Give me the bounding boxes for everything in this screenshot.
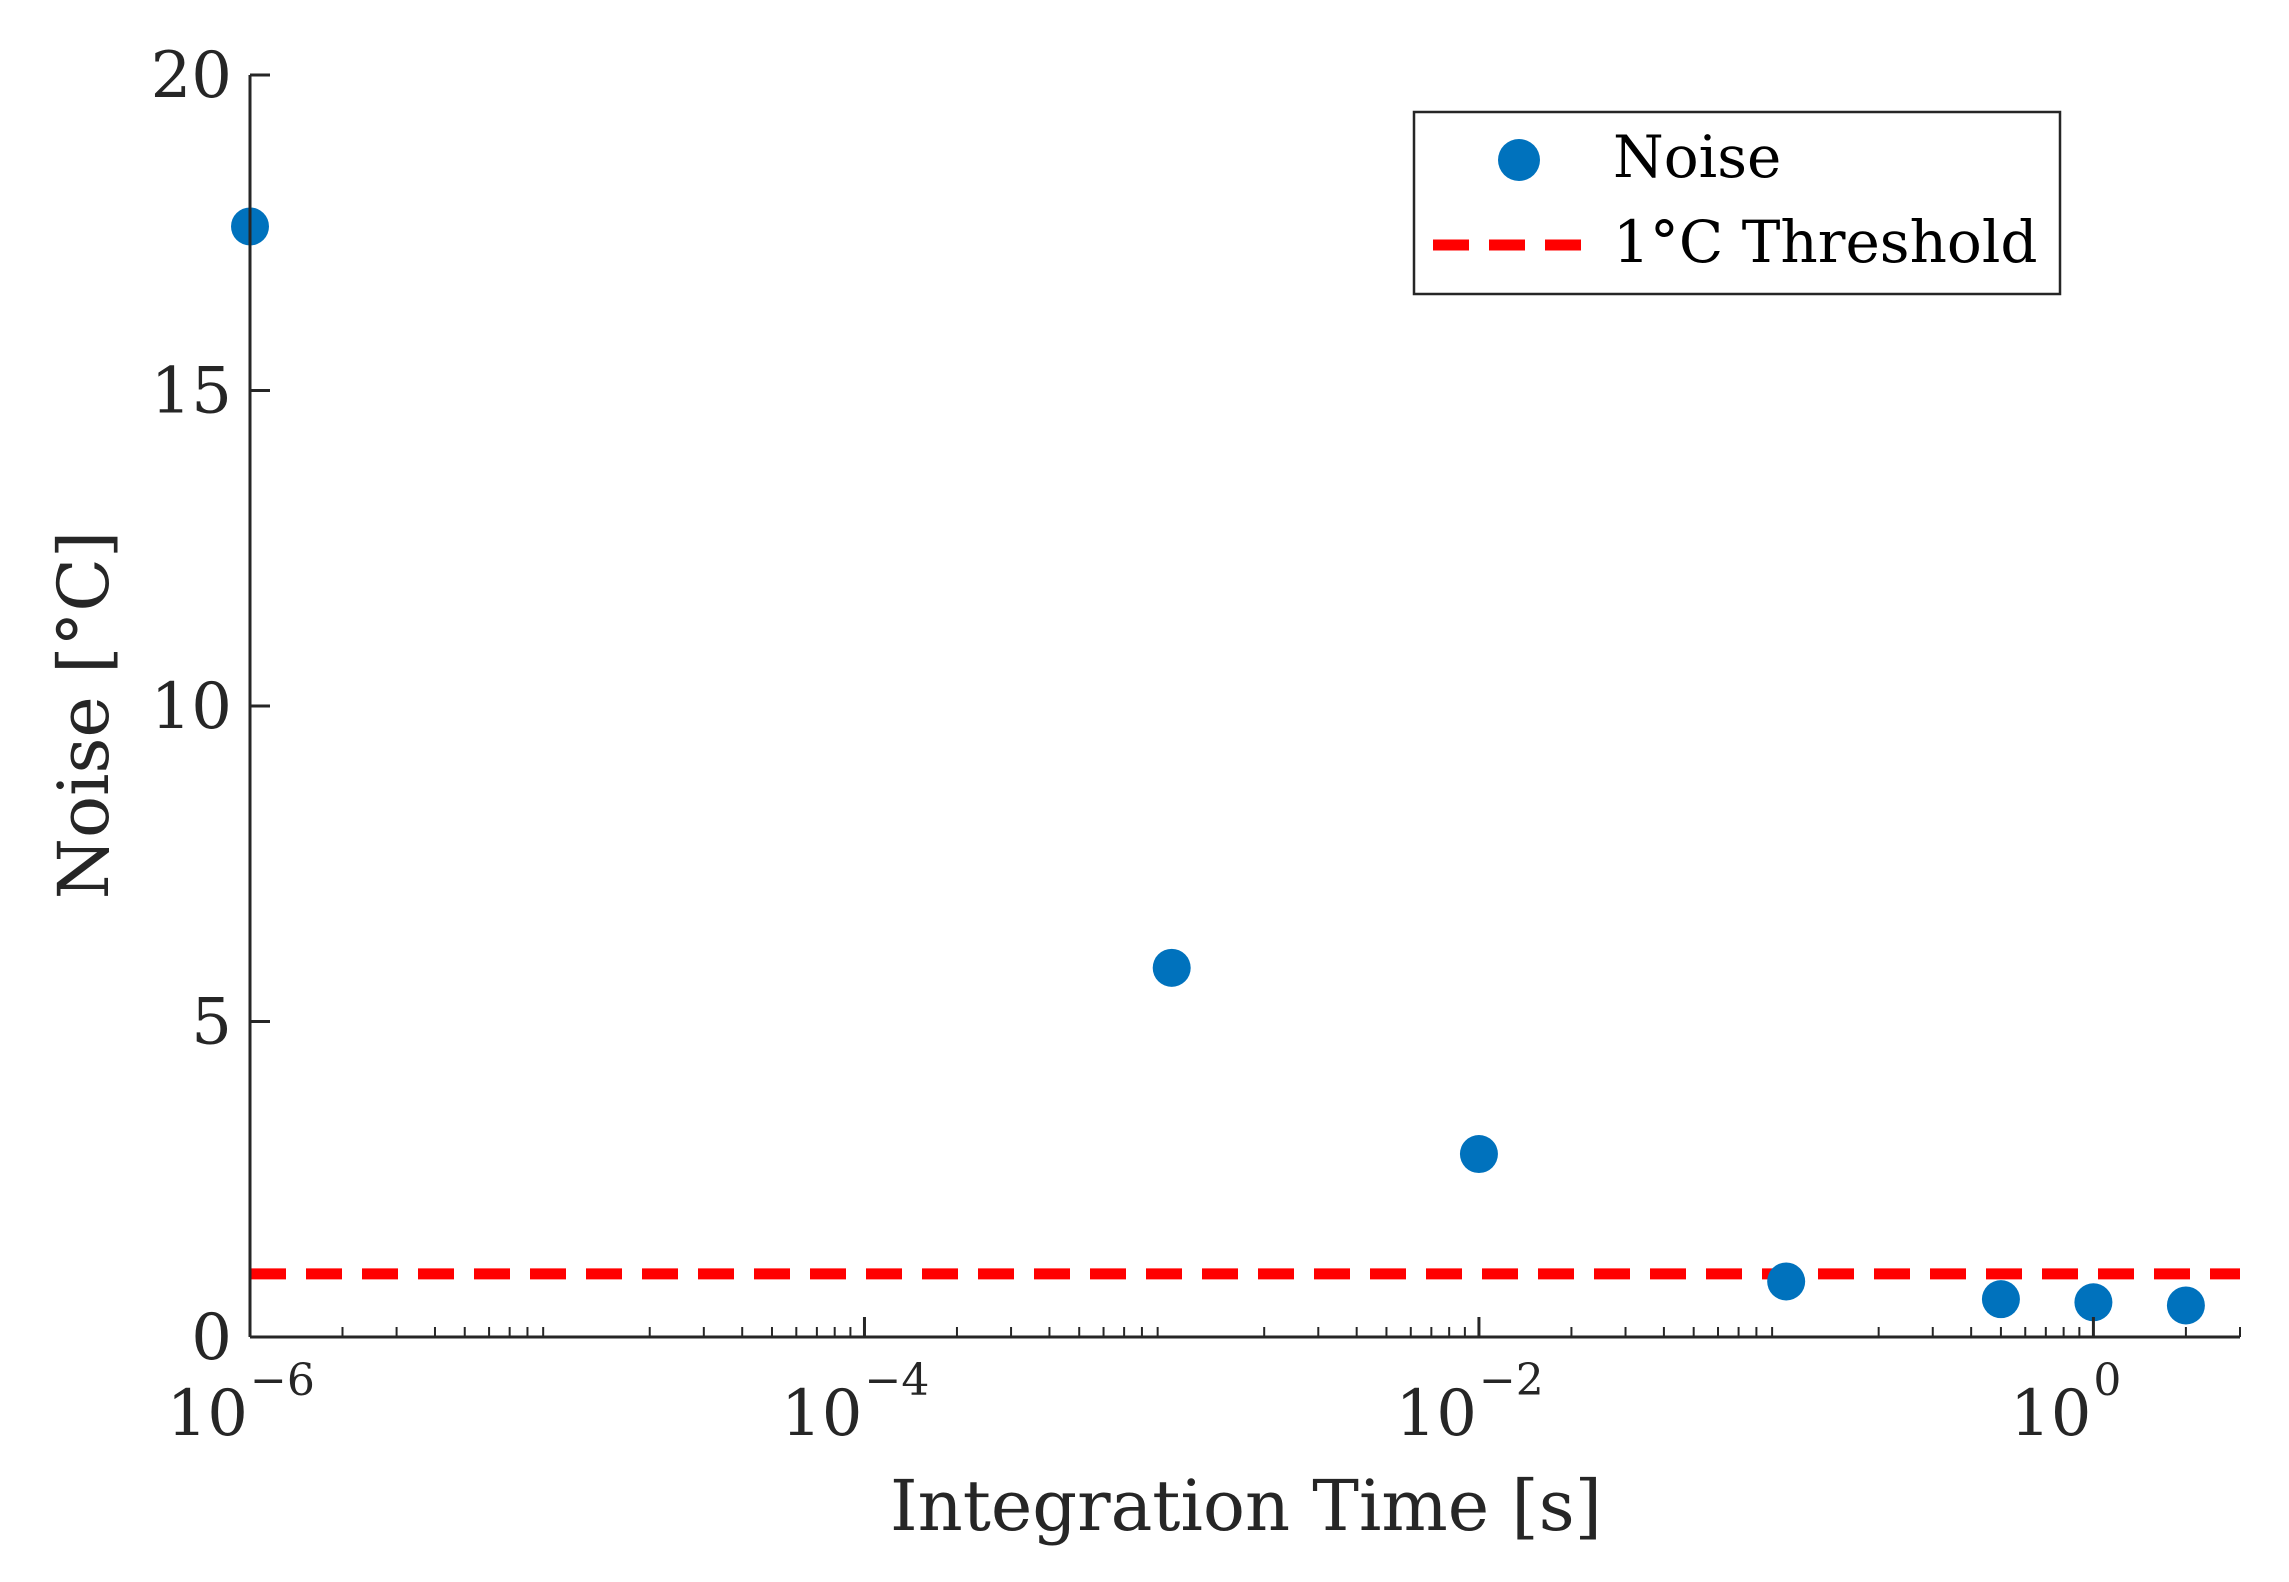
y-axis-label: Noise [°C] [43,531,125,900]
legend: Noise 1°C Threshold [1412,110,2062,296]
x-tick-exponent: −2 [1479,1355,1544,1406]
y-tick-label: 5 [191,986,232,1060]
y-tick-label: 20 [151,39,232,113]
x-tick-label: 10 [1396,1377,1477,1451]
legend-threshold-label: 1°C Threshold [1613,208,2038,276]
data-point [1767,1262,1806,1301]
data-point [1459,1135,1498,1174]
x-tick-label: 10 [167,1377,248,1451]
x-ticks: 10 −6 10 −4 10 −2 10 0 [167,1317,2121,1451]
legend-noise-label: Noise [1613,123,1781,191]
x-minor-ticks [341,1327,2241,1337]
y-ticks: 0 5 10 15 20 [151,39,270,1375]
x-tick-exponent: −6 [250,1355,315,1406]
data-point [2074,1283,2113,1322]
x-axis-label: Integration Time [s] [890,1465,1602,1547]
y-tick-label: 15 [151,355,232,429]
x-tick-label: 10 [781,1377,862,1451]
y-tick-label: 10 [151,670,232,744]
x-tick-exponent: 0 [2093,1355,2121,1406]
data-point [2166,1286,2205,1325]
data-point [1152,948,1191,987]
y-tick-label: 0 [191,1301,232,1375]
data-point [1981,1280,2020,1319]
legend-noise-marker [1498,139,1540,181]
x-tick-label: 10 [2010,1377,2091,1451]
x-tick-exponent: −4 [864,1355,929,1406]
points-layer [231,207,2205,1325]
